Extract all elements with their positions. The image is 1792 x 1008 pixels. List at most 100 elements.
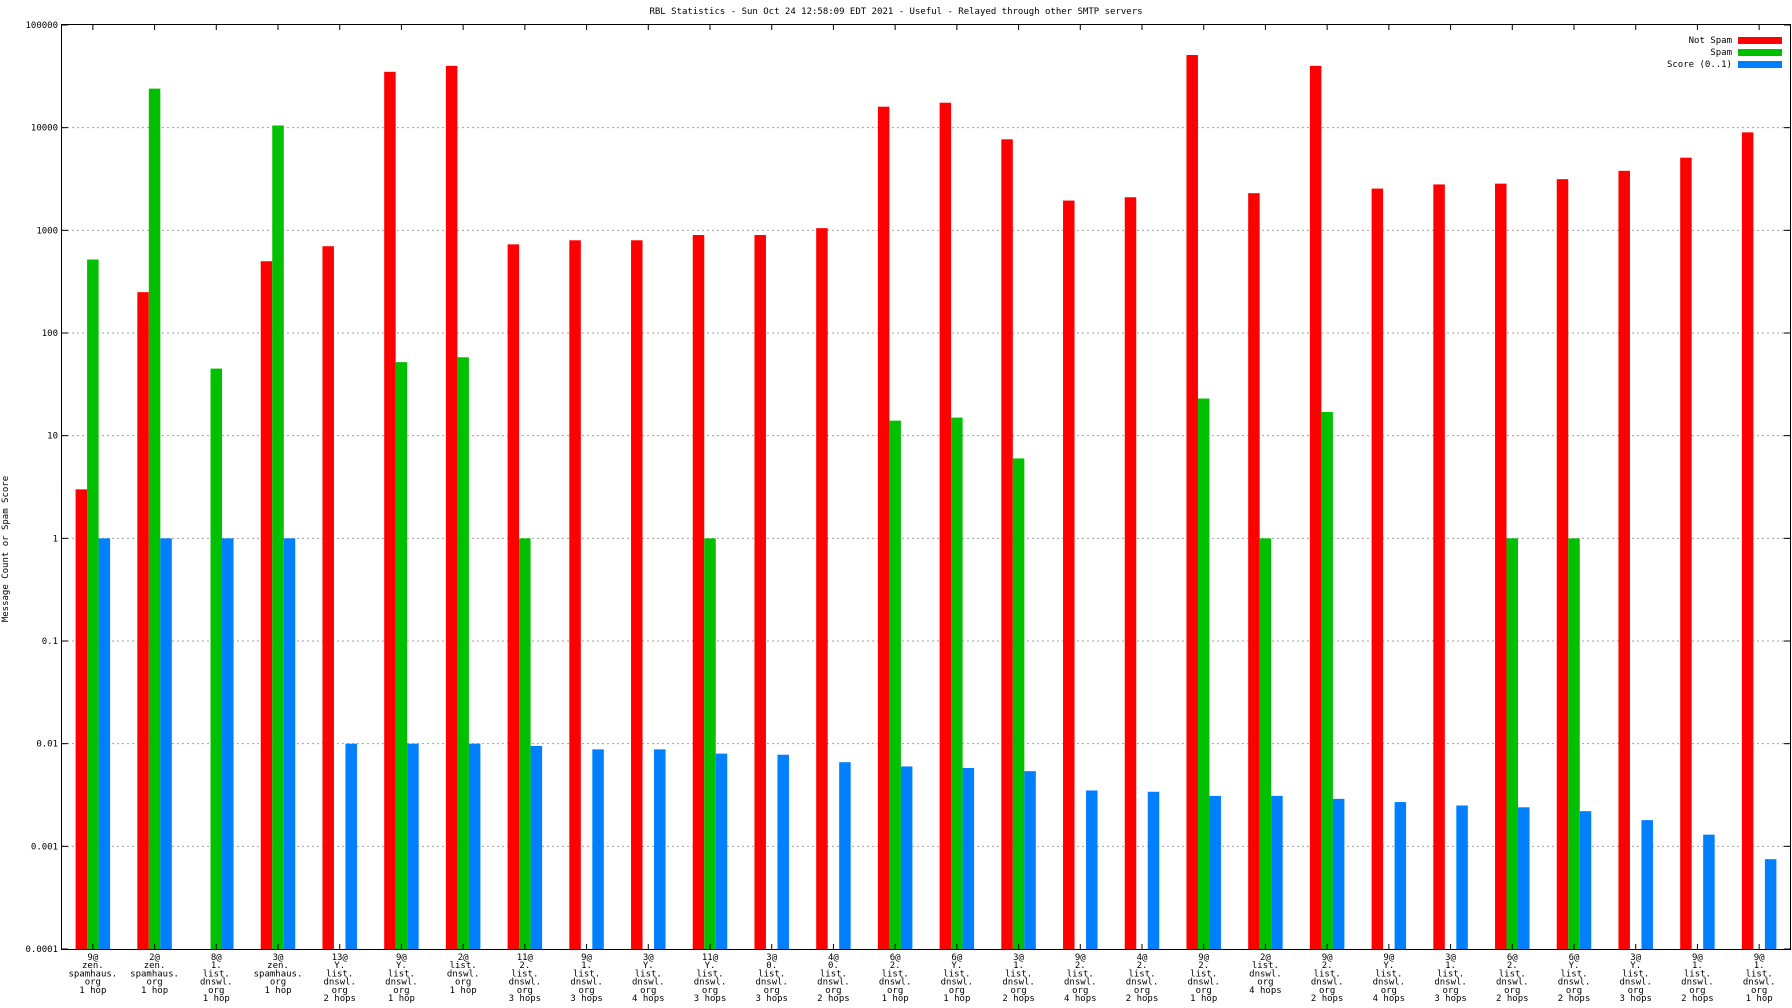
bar-score-0-1 — [98, 538, 111, 949]
x-tick-label: 9@ 1. list. dnswl. org 2 hops — [1681, 953, 1714, 1004]
x-tick-label-line: 2. — [1137, 961, 1148, 971]
x-tick-label-line: org — [1566, 986, 1582, 996]
bar-score-0-1 — [962, 767, 975, 949]
x-tick-label-line: 1 hop — [388, 994, 415, 1004]
x-tick-label: 9@ Y. list. dnswl. org 1 hop — [385, 953, 418, 1004]
bar-spam — [1568, 538, 1580, 949]
bar-score-0-1 — [1641, 820, 1653, 949]
bar-spam — [1197, 398, 1210, 949]
bar-score-0-1 — [468, 743, 481, 949]
x-tick-label-line: dnswl. — [1558, 978, 1591, 988]
x-tick-label-line: 2 hops — [1311, 994, 1344, 1004]
x-tick-label-line: 11@ — [517, 953, 534, 963]
x-tick-label-line: org — [1751, 986, 1767, 996]
bar-not-spam — [754, 235, 766, 949]
x-tick-label-line: 2 hops — [1002, 994, 1035, 1004]
x-tick-label-line: list. — [573, 969, 600, 979]
x-tick-label-line: dnswl. — [570, 978, 603, 988]
x-tick-label-line: 4@ — [828, 953, 839, 963]
x-tick-label-line: dnswl. — [1002, 978, 1035, 988]
x-tick-label-line: dnswl. — [1126, 978, 1159, 988]
x-tick-label-line: list. — [1622, 969, 1649, 979]
x-tick-label: 2@ list. dnswl. org 1 hop — [447, 953, 480, 996]
x-tick-label: 9@ Y. list. dnswl. org 4 hops — [1373, 953, 1406, 1004]
x-tick-label-line: 2 hops — [323, 994, 356, 1004]
x-tick-label-line: 9@ — [1692, 953, 1703, 963]
x-tick-label-line: list. — [635, 969, 662, 979]
x-tick-label-line: 9@ — [581, 953, 592, 963]
bar-not-spam — [1063, 200, 1075, 949]
x-tick-label: 3@ Y. list. dnswl. org 3 hops — [1619, 953, 1652, 1004]
y-axis-label: Message Count or Spam Score — [1, 476, 11, 622]
x-tick-label: 3@ Y. list. dnswl. org 4 hops — [632, 953, 665, 1004]
x-tick-label-line: 2. — [890, 961, 901, 971]
bar-score-0-1 — [1579, 811, 1592, 949]
y-tick-label: 10000 — [31, 124, 58, 134]
x-tick-label-line: dnswl. — [1187, 978, 1220, 988]
x-tick-label-line: list. — [511, 969, 538, 979]
x-tick-label-line: 1. — [1013, 961, 1024, 971]
x-tick-label-line: 2 hops — [1558, 994, 1591, 1004]
bar-not-spam — [445, 65, 458, 950]
bar-not-spam — [939, 102, 952, 949]
x-tick-label: 9@ 1. list. dnswl. org 3 hops — [570, 953, 603, 1004]
x-tick-label-line: 2@ — [458, 953, 469, 963]
x-tick-label: 11@ 2. list. dnswl. org 3 hops — [509, 953, 542, 1004]
x-tick-label-line: 2. — [1075, 961, 1086, 971]
y-tick-label: 10 — [47, 432, 58, 442]
x-tick-label-line: 1. — [1445, 961, 1456, 971]
bar-not-spam — [569, 240, 581, 949]
y-tick-label: 0.01 — [36, 740, 58, 750]
x-tick-label: 9@ 2. list. dnswl. org 2 hops — [1311, 953, 1344, 1004]
bar-score-0-1 — [283, 538, 296, 949]
bar-not-spam — [322, 246, 334, 950]
x-tick-label-line: 1 hop — [1746, 994, 1773, 1004]
x-tick-label-line: list. — [1190, 969, 1217, 979]
bar-spam — [395, 362, 408, 949]
bar-score-0-1 — [1332, 798, 1345, 949]
bar-score-0-1 — [715, 753, 728, 949]
x-tick-label: 13@ Y. list. dnswl. org 2 hops — [323, 953, 356, 1004]
x-tick-label-line: dnswl. — [941, 978, 974, 988]
y-tick-label: 100000 — [25, 21, 58, 31]
bar-spam — [1259, 538, 1272, 949]
x-tick-label-line: org — [1381, 986, 1397, 996]
x-tick-label-line: 9@ — [396, 953, 407, 963]
x-tick-label: 9@ zen. spamhaus. org 1 hop — [68, 953, 117, 996]
x-tick-label-line: 1 hop — [203, 994, 230, 1004]
x-tick-label-line: list. — [1252, 961, 1279, 971]
x-tick-label-line: 3 hops — [755, 994, 788, 1004]
bar-spam — [519, 538, 531, 949]
bar-not-spam — [692, 235, 705, 949]
x-tick-label: 9@ 2. list. dnswl. org 1 hop — [1187, 953, 1220, 1004]
x-tick-label-line: 9@ — [87, 953, 98, 963]
x-tick-label-line: list. — [326, 969, 353, 979]
bar-spam — [87, 259, 99, 949]
bars — [75, 55, 1777, 950]
legend-label: Spam — [1710, 48, 1732, 58]
bar-score-0-1 — [222, 538, 234, 949]
bar-spam — [1506, 538, 1519, 949]
x-tick-label-line: 1. — [211, 961, 222, 971]
x-tick-label-line: dnswl. — [509, 978, 542, 988]
bar-score-0-1 — [1518, 807, 1530, 949]
x-tick-label-line: 1 hop — [79, 986, 106, 996]
bar-not-spam — [75, 489, 88, 949]
x-tick-label-line: Y. — [1569, 961, 1580, 971]
x-tick-label-line: list. — [203, 969, 230, 979]
gridlines — [62, 127, 1790, 847]
x-tick-label-line: 2@ — [1260, 953, 1271, 963]
bar-score-0-1 — [160, 538, 172, 949]
x-tick-label: 6@ Y. list. dnswl. org 2 hops — [1558, 953, 1591, 1004]
bar-not-spam — [507, 244, 520, 949]
bar-not-spam — [1186, 55, 1198, 949]
x-tick-label-line: dnswl. — [817, 978, 850, 988]
x-tick-label-line: dnswl. — [385, 978, 418, 988]
bar-not-spam — [1309, 65, 1322, 950]
x-tick-label-line: 3@ — [1630, 953, 1641, 963]
x-tick-label-line: 9@ — [1075, 953, 1086, 963]
x-tick-label-line: Y. — [396, 961, 407, 971]
x-tick-label-line: org — [887, 986, 903, 996]
x-tick-label-line: 1 hop — [141, 986, 168, 996]
